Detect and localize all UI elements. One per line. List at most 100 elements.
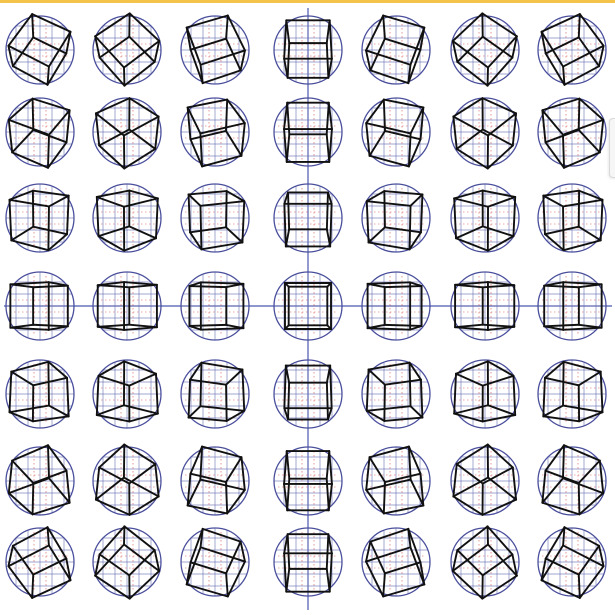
cube-edge <box>240 122 246 157</box>
guide-grid <box>274 16 342 84</box>
cube-cell-r3-c7 <box>537 183 607 253</box>
cube <box>283 533 333 593</box>
cube-edge <box>326 282 332 288</box>
cube-edge <box>455 463 484 485</box>
cube-edge <box>47 205 50 252</box>
cube-edge <box>7 492 34 516</box>
cube-cell-r3-c6 <box>450 183 520 253</box>
cube-edge <box>199 122 246 135</box>
cube-edge <box>562 444 565 480</box>
cube-edge <box>225 282 245 289</box>
cube-edge <box>453 189 484 200</box>
cube-edge <box>578 189 604 201</box>
cube-edge <box>94 476 125 501</box>
cube-edge <box>486 360 515 377</box>
cube-edge <box>97 235 126 252</box>
cube-edge <box>32 469 68 484</box>
guide-grid <box>538 360 606 428</box>
bounding-circle <box>273 359 343 429</box>
bounding-circle <box>361 359 431 429</box>
cube-edge <box>419 472 425 507</box>
cube-edge <box>455 128 484 150</box>
cube-edge <box>577 97 581 131</box>
bounding-circle <box>273 97 343 167</box>
cube-edge <box>46 526 68 560</box>
cube-edge <box>187 190 228 196</box>
cube-edge <box>225 129 243 157</box>
cube-edge <box>154 463 160 498</box>
cube-edge <box>366 323 386 330</box>
cube-edge <box>239 49 246 72</box>
cube-edge <box>409 26 426 66</box>
cube-edge <box>128 372 157 387</box>
cube-edge <box>598 544 605 568</box>
cube-edge <box>10 239 50 252</box>
cube-edge <box>365 368 370 412</box>
cube-edge <box>225 409 246 422</box>
cube-edge <box>94 35 101 59</box>
cube-edge <box>563 526 601 547</box>
cube-edge <box>577 573 581 599</box>
cube-edge <box>7 544 50 568</box>
cube-edge <box>128 323 158 329</box>
cube-edge <box>365 98 385 125</box>
cube-edge <box>365 122 412 135</box>
cube-edge <box>367 226 386 244</box>
cube-edge <box>46 65 50 86</box>
cube-edge <box>31 573 35 599</box>
cube-edge <box>189 361 203 381</box>
cube-cell-r4-c2 <box>92 271 162 341</box>
cube-edge <box>407 138 422 168</box>
cube-edge <box>98 128 131 147</box>
cube-edge <box>123 525 156 552</box>
cube-edge <box>186 106 202 135</box>
cube-edge <box>578 565 605 599</box>
cube-edge <box>189 561 228 575</box>
cube-cell-r2-c4 <box>273 97 343 167</box>
cube-edge <box>8 404 50 414</box>
cube-edge <box>47 544 72 582</box>
cube-edge <box>328 128 333 163</box>
cube-edge <box>486 525 514 556</box>
cube-edge <box>325 364 332 384</box>
cube-cell-r2-c1 <box>5 97 75 169</box>
cube-cell-r4-c5 <box>361 271 431 341</box>
cube-edge <box>365 488 385 515</box>
cube-edge <box>487 543 518 577</box>
bounding-circle <box>537 446 607 516</box>
cube-cells <box>5 12 607 600</box>
cube-edge <box>578 13 605 47</box>
bounding-circle <box>537 15 607 85</box>
bounding-circle <box>537 97 607 167</box>
cube-edge <box>185 583 229 598</box>
cube <box>365 14 426 85</box>
cube-edge <box>123 147 157 170</box>
cube-edge <box>123 543 161 572</box>
cube-cell-r5-c5 <box>361 359 431 429</box>
cube-edge <box>408 361 412 408</box>
cube-edge <box>199 327 245 331</box>
cube <box>94 443 160 516</box>
cube-edge <box>326 324 332 330</box>
cube-edge <box>187 416 228 422</box>
cube-edge <box>578 97 605 121</box>
cube-edge <box>456 549 484 577</box>
cube-cell-r1-c7 <box>537 13 607 86</box>
cube <box>283 191 333 248</box>
cube-edge <box>365 49 412 66</box>
cube-edge <box>200 241 244 251</box>
cube-edge <box>123 360 157 375</box>
cube-edge <box>369 37 386 72</box>
cube-edge <box>328 450 333 485</box>
cube-edge <box>11 36 35 68</box>
cube-edge <box>327 101 333 131</box>
cube-edge <box>542 194 564 208</box>
cube-cell-r7-c1 <box>5 526 75 599</box>
cube-edge <box>541 501 581 516</box>
side-panel-tab[interactable] <box>609 118 615 178</box>
bounding-circle <box>361 446 431 516</box>
cube-cell-r2-c3 <box>180 97 250 168</box>
cube <box>365 98 425 168</box>
cube-edge <box>365 540 372 563</box>
cube-edge <box>541 109 564 136</box>
